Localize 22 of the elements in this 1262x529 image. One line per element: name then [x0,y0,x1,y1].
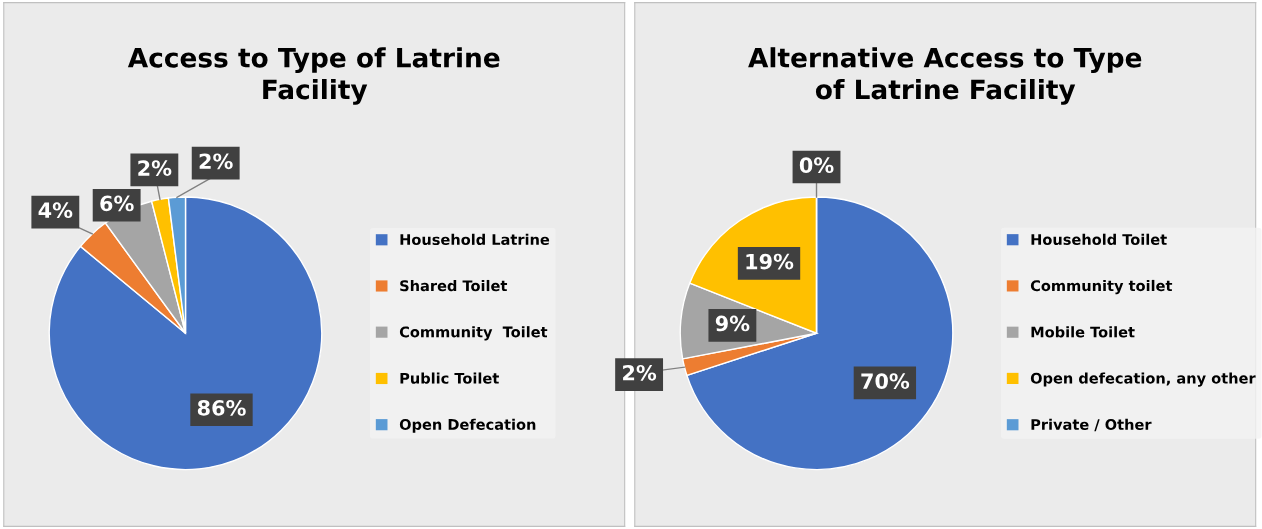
data-label: 86% [197,400,246,416]
legend-label: Open defecation, any other [1030,372,1256,387]
data-label: 70% [861,373,910,389]
legend-label: Public Toilet [400,372,499,384]
legend-label: Open Defecation [399,418,536,433]
legend-label: Mobile Toilet [1031,326,1135,338]
data-label: 2% [623,364,657,381]
data-label: 4% [38,202,73,219]
legend-label: Household Latrine [400,233,550,246]
data-label: 19% [746,253,794,270]
data-label: 6% [100,195,134,212]
chart-title: Access to Type of Latrine Facility [127,47,500,105]
legend-label: Community Toilet [399,326,548,341]
data-label: 9% [715,315,750,332]
legend-label: Shared Toilet [400,279,508,292]
data-label: 2% [138,160,172,176]
legend-label: Private / Other [1031,418,1152,432]
chart-title: Alternative Access to Type of Latrine Facility [748,47,1142,105]
data-label: 2% [199,153,233,170]
legend-label: Community toilet [1030,279,1173,295]
legend-label: Household Toilet [1031,233,1167,245]
text: 0% [799,157,834,174]
